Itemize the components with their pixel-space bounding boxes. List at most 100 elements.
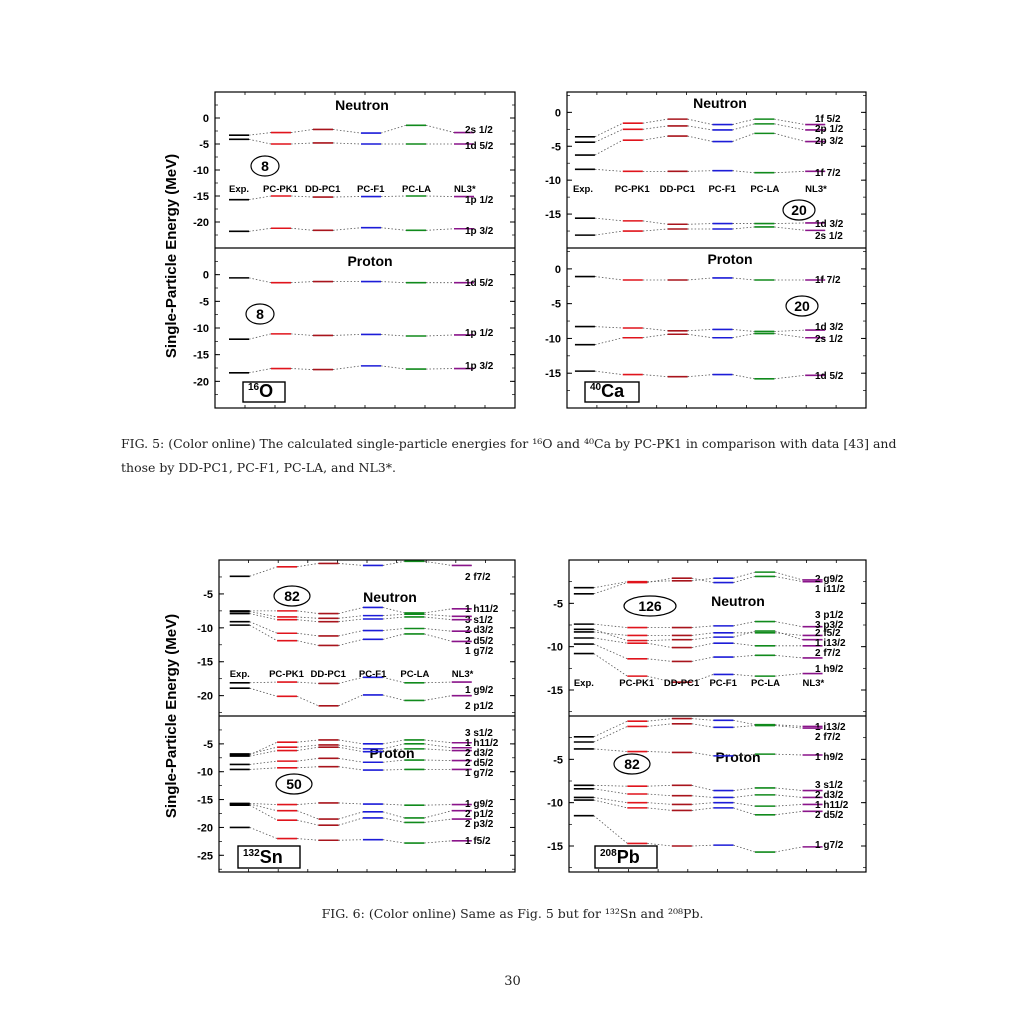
model-label: PC-PK1 (619, 678, 655, 689)
level-connector (381, 334, 406, 336)
level-connector (333, 197, 361, 198)
level-connector (383, 634, 404, 639)
panel-title: Proton (715, 749, 760, 765)
level-connector (297, 563, 318, 566)
panel-title: Neutron (693, 95, 747, 111)
level-connector (647, 719, 672, 722)
level-label: 1d 3/2 (815, 322, 844, 333)
level-connector (297, 682, 318, 683)
level-label: 2 f7/2 (815, 732, 841, 743)
level-1p-1-2: 1p 1/2 (229, 328, 494, 339)
level-connector (333, 334, 361, 335)
level-connector (692, 803, 714, 805)
level-connector (733, 622, 755, 626)
panel-neutron: 0 -5 -10 -15 -20 Neutron 8 2s 1/2 1d 5/2 1p 1/2 1p… (193, 92, 515, 248)
panel-neutron: -5-10-15Neutron1262 g9/21 i11/23 p1/23 p… (547, 560, 866, 712)
level-connector (775, 811, 803, 814)
level-connector (688, 375, 713, 377)
model-label: PC-LA (400, 669, 429, 680)
level-connector (426, 335, 454, 336)
level-connector (424, 561, 451, 565)
panel-title: Proton (369, 745, 414, 761)
level-label: 1d 5/2 (465, 278, 494, 289)
level-connector (291, 196, 313, 197)
level-connector (383, 804, 404, 805)
panel-neutron: -5-10-15-20Neutron822 f7/21 h11/23 s1/22… (197, 560, 515, 713)
level-label: 1 h11/2 (465, 604, 499, 615)
level-connector (339, 631, 363, 636)
level-connector (424, 744, 451, 748)
level-label: 2s 1/2 (815, 334, 843, 345)
level-connector (775, 726, 803, 729)
level-connector (595, 140, 623, 155)
level-connector (643, 375, 668, 377)
level-2p-3-2: 2p 3/2 (575, 133, 844, 155)
level-label: 1 i11/2 (815, 584, 845, 595)
level-connector (291, 143, 313, 144)
level-connector (249, 334, 271, 339)
level-connector (775, 847, 803, 852)
level-connector (775, 754, 803, 755)
level-connector (594, 624, 627, 627)
level-connector (643, 119, 668, 123)
level-connector (732, 119, 754, 124)
level-connector (595, 123, 623, 137)
level-3-s1-2: 3 s1/2 (574, 780, 843, 791)
panel-title: Neutron (363, 589, 417, 605)
level-1-f5-2: 1 f5/2 (230, 827, 491, 847)
level-label: 1 g7/2 (465, 768, 494, 779)
level-connector (426, 125, 454, 132)
level-connector (424, 617, 451, 620)
level-connector (688, 334, 713, 337)
level-connector (647, 794, 672, 796)
y-axis-label: Single-Particle Energy (MeV) (163, 614, 180, 818)
level-connector (595, 277, 623, 280)
level-connector (647, 724, 672, 727)
level-connector (383, 818, 404, 822)
level-connector (732, 124, 754, 130)
panel-title: Proton (347, 253, 392, 269)
level-1-g9-2: 1 g9/2 (230, 799, 494, 810)
model-label: NL3* (452, 669, 474, 680)
level-connector (594, 797, 627, 802)
panel-neutron: 0-5-10-15Neutron201f 5/22p 1/22p 3/21f 7… (545, 95, 866, 248)
level-connector (643, 126, 668, 129)
y-tick-label: -10 (197, 623, 213, 635)
level-connector (732, 278, 754, 280)
level-connector (297, 820, 318, 825)
level-connector (594, 785, 627, 786)
level-1-g9-2: 1 g9/2 (230, 677, 494, 696)
level-label: 2 d5/2 (815, 810, 844, 821)
level-label: 2 f7/2 (815, 648, 841, 659)
y-tick-label: -20 (197, 691, 213, 703)
level-connector (291, 369, 313, 370)
level-connector (250, 827, 277, 838)
level-connector (297, 617, 318, 618)
y-tick-label: -20 (197, 822, 213, 834)
level-connector (733, 845, 755, 852)
level-connector (339, 745, 363, 749)
level-connector (643, 328, 668, 331)
level-connector (383, 840, 404, 843)
level-connector (775, 655, 803, 658)
level-connector (647, 643, 672, 647)
level-label: 1p 1/2 (465, 328, 494, 339)
magic-number: 20 (794, 298, 810, 314)
magic-number: 50 (286, 776, 302, 792)
level-connector (594, 816, 627, 844)
level-connector (692, 845, 714, 846)
y-tick-label: -5 (203, 739, 213, 751)
level-1p-1-2: 1p 1/2 (229, 195, 494, 206)
level-1f-7-2: 1f 7/2 (575, 168, 841, 179)
y-tick-label: -5 (199, 296, 209, 308)
level-connector (775, 631, 803, 640)
level-connector (775, 674, 803, 677)
level-connector (733, 572, 755, 578)
level-connector (594, 638, 627, 643)
level-3-p3-2: 3 p3/2 (574, 620, 844, 635)
model-label: NL3* (805, 184, 827, 195)
level-connector (339, 563, 363, 565)
model-label: PC-LA (402, 184, 431, 195)
level-1p-3-2: 1p 3/2 (229, 361, 494, 373)
level-connector (647, 785, 672, 786)
